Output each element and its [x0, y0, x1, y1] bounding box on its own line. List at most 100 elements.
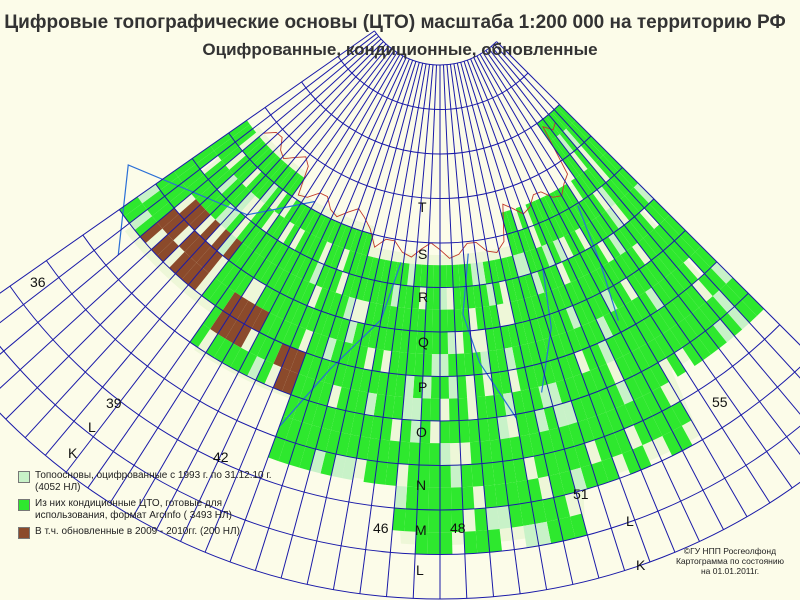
zone-label-39: 39: [106, 395, 122, 411]
sheet-cell: [418, 465, 430, 488]
sheet-cell: [522, 320, 536, 344]
sheet-cell: [275, 415, 293, 440]
sheet-cell: [597, 186, 616, 208]
meridian-line: [87, 50, 395, 489]
sheet-cell: [631, 296, 651, 320]
sheet-cell: [599, 155, 619, 176]
sheet-cell: [242, 224, 262, 247]
meridian-line: [496, 41, 800, 346]
meridian-line: [229, 60, 414, 563]
sheet-cell: [535, 339, 550, 364]
sheet-cell: [600, 289, 618, 313]
sheet-cell: [440, 509, 452, 533]
sheet-cell: [633, 395, 653, 421]
sheet-cell: [402, 307, 412, 331]
sheet-cell: [524, 250, 538, 274]
sheet-cell: [228, 120, 250, 138]
sheet-cell: [142, 190, 165, 210]
sheet-cell: [537, 292, 552, 316]
sheet-cell: [346, 434, 361, 459]
sheet-cell: [375, 326, 388, 350]
sheet-cell: [553, 136, 570, 158]
sheet-cell: [691, 307, 713, 331]
sheet-cell: [335, 294, 350, 319]
sheet-cell: [175, 257, 197, 280]
sheet-cell: [217, 142, 239, 161]
sheet-cell: [376, 281, 388, 305]
sheet-cell: [238, 352, 258, 377]
sheet-cell: [553, 189, 569, 212]
sheet-cell: [596, 316, 614, 340]
sheet-cell: [330, 246, 345, 270]
sheet-cell: [535, 246, 550, 270]
zone-label-55: 55: [712, 394, 728, 410]
sheet-cell: [327, 221, 342, 244]
sheet-cell: [259, 236, 278, 259]
sheet-cell: [603, 151, 623, 172]
sheet-cell: [527, 341, 542, 366]
sheet-cell: [605, 336, 623, 360]
sheet-cell: [517, 298, 530, 323]
sheet-cell: [314, 287, 329, 312]
sheet-cell: [562, 157, 580, 179]
sheet-cell: [610, 175, 630, 196]
sheet-cell: [152, 202, 175, 223]
sheet-cell: [643, 315, 663, 339]
sheet-cell: [451, 509, 464, 533]
sheet-cell: [459, 420, 470, 443]
sheet-cell: [361, 255, 374, 279]
sheet-cell: [589, 343, 607, 368]
sheet-cell: [573, 326, 590, 350]
sheet-cell: [423, 331, 433, 355]
sheet-cell: [669, 323, 691, 348]
sheet-cell: [591, 461, 609, 486]
sheet-cell: [512, 345, 525, 369]
row-label-t: T: [418, 199, 427, 215]
sheet-cell: [506, 255, 519, 279]
sheet-cell: [519, 502, 536, 526]
sheet-cell: [407, 263, 416, 287]
sheet-cell: [422, 353, 432, 377]
sheet-cell: [517, 229, 531, 253]
sheet-cell: [577, 276, 594, 300]
meridian-line: [456, 62, 574, 585]
sheet-cell: [402, 397, 413, 421]
sheet-cell: [614, 171, 634, 192]
sheet-cell: [671, 401, 692, 426]
sheet-cell: [189, 209, 211, 231]
sheet-cell: [315, 358, 331, 383]
sheet-cell: [291, 302, 308, 327]
sheet-cell: [215, 203, 236, 225]
sheet-cell: [684, 313, 706, 337]
sheet-cell: [569, 205, 586, 228]
sheet-cell: [124, 203, 148, 224]
sheet-cell: [618, 167, 639, 188]
sheet-cell: [169, 251, 191, 274]
sheet-cell: [505, 209, 518, 233]
sheet-cell: [572, 120, 591, 140]
sheet-cell: [551, 287, 566, 312]
sheet-cell: [285, 418, 303, 444]
sheet-cell: [251, 308, 270, 333]
sheet-cell: [248, 332, 267, 357]
sheet-cell: [482, 260, 493, 284]
sheet-cell: [499, 437, 514, 462]
sheet-cell: [188, 267, 209, 291]
sheet-cell: [399, 329, 410, 353]
sheet-cell: [543, 218, 559, 242]
sheet-cell: [488, 349, 500, 374]
sheet-cell: [471, 463, 484, 487]
sheet-cell: [657, 305, 678, 330]
sheet-cell: [469, 441, 482, 465]
sheet-cell: [562, 128, 581, 149]
sheet-cell: [276, 296, 294, 320]
sheet-cell: [726, 277, 749, 300]
sheet-cell: [255, 207, 275, 229]
sheet-cell: [727, 306, 750, 330]
sheet-cell: [202, 305, 223, 330]
sheet-cell: [551, 109, 570, 129]
sheet-cell: [558, 308, 574, 332]
sheet-cell: [679, 230, 702, 252]
sheet-cell: [558, 331, 574, 356]
sheet-cell: [556, 134, 574, 155]
